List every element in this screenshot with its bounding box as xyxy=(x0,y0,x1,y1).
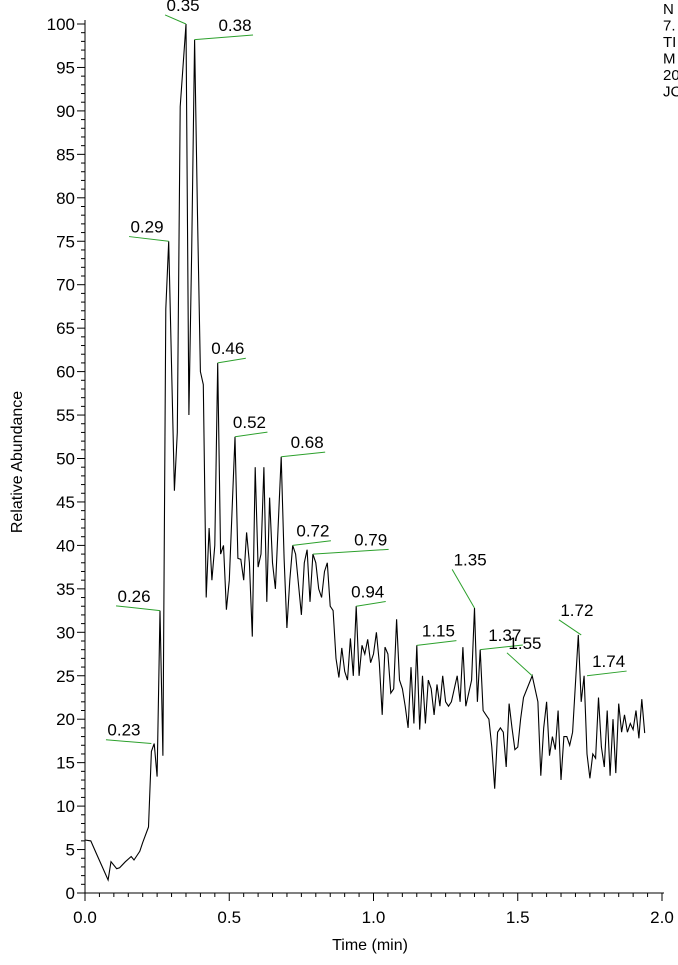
peak-label-leader xyxy=(115,605,161,612)
peak-label-leader xyxy=(164,14,187,25)
peak-label: 1.15 xyxy=(422,622,455,641)
y-tick-label: 90 xyxy=(56,102,75,121)
peak-label-leader xyxy=(217,357,246,364)
y-tick-label: 65 xyxy=(56,319,75,338)
y-tick-label: 100 xyxy=(47,15,75,34)
peak-label-leader xyxy=(558,619,582,636)
peak-label: 0.68 xyxy=(291,433,324,452)
peak-label-leader xyxy=(128,236,169,242)
y-axis-title: Relative Abundance xyxy=(9,391,26,533)
y-tick-label: 25 xyxy=(56,667,75,686)
peak-label: 1.72 xyxy=(560,601,593,620)
peak-label-leader xyxy=(480,644,523,651)
peak-label-leader xyxy=(105,739,152,745)
y-tick-label: 45 xyxy=(56,493,75,512)
peak-label-leader xyxy=(281,451,326,458)
peak-label: 0.35 xyxy=(167,0,200,15)
y-tick-label: 5 xyxy=(66,841,75,860)
peak-label-leader xyxy=(194,34,254,41)
peak-label-leader xyxy=(292,540,331,546)
y-tick-label: 10 xyxy=(56,797,75,816)
annotation-layer: 0.23 0.26 0.29 0.35 0.38 0.46 0.52 0.68 0.72 0.79… xyxy=(105,0,627,745)
y-tick-label: 20 xyxy=(56,710,75,729)
chromatogram-trace xyxy=(84,23,646,882)
y-tick-label: 50 xyxy=(56,450,75,469)
x-tick-label: 2.0 xyxy=(650,908,674,927)
peak-label: 1.55 xyxy=(508,634,541,653)
header-info-line: 7. xyxy=(663,18,676,35)
peak-label-leader xyxy=(312,548,389,555)
peak-label-leader xyxy=(506,652,533,677)
y-tick-label: 70 xyxy=(56,276,75,295)
x-tick-label: 1.5 xyxy=(506,908,530,927)
peak-label: 1.74 xyxy=(592,652,625,671)
peak-label: 0.72 xyxy=(296,522,329,541)
header-info-line: 20 xyxy=(663,67,678,84)
y-tick-label: 35 xyxy=(56,580,75,599)
x-tick-label: 1.0 xyxy=(362,908,386,927)
y-tick-label: 60 xyxy=(56,363,75,382)
header-info-line: JC xyxy=(663,84,678,101)
peak-label-leader xyxy=(451,569,475,609)
plot-axes xyxy=(84,20,664,894)
y-tick-label: 80 xyxy=(56,189,75,208)
y-tick-label: 30 xyxy=(56,623,75,642)
y-tick-label: 0 xyxy=(66,884,75,903)
peak-label: 0.52 xyxy=(233,413,266,432)
y-tick-label: 40 xyxy=(56,536,75,555)
header-info-line: M xyxy=(663,51,676,68)
peak-label-leader xyxy=(416,640,457,646)
x-tick-label: 0.0 xyxy=(73,908,97,927)
trace-layer xyxy=(84,23,646,882)
peak-label: 0.38 xyxy=(218,16,251,35)
y-tick-label: 85 xyxy=(56,145,75,164)
peak-label-leader xyxy=(234,431,268,438)
peak-label: 1.37 xyxy=(488,626,521,645)
header-info-line: TI xyxy=(663,34,676,51)
peak-label: 0.46 xyxy=(211,339,244,358)
y-tick-label: 15 xyxy=(56,754,75,773)
y-tick-label: 75 xyxy=(56,232,75,251)
peak-label: 0.23 xyxy=(107,721,140,740)
peak-label: 1.35 xyxy=(454,550,487,569)
x-tick-label: 0.5 xyxy=(217,908,241,927)
y-tick-label: 55 xyxy=(56,406,75,425)
y-tick-label: 95 xyxy=(56,58,75,77)
peak-label-leader xyxy=(356,601,386,607)
peak-label: 0.26 xyxy=(117,587,150,606)
header-info-line: N xyxy=(663,1,674,18)
peak-label-leader xyxy=(586,670,627,677)
x-axis-title: Time (min) xyxy=(332,937,408,954)
peak-label: 0.79 xyxy=(354,530,387,549)
peak-label: 0.94 xyxy=(351,583,384,602)
peak-label: 0.29 xyxy=(130,218,163,237)
tick-layer: 0 5 10 15 20 25 30 35 40 45 50 55 60 65 70 75 80 85 90 95 10… xyxy=(47,15,674,927)
